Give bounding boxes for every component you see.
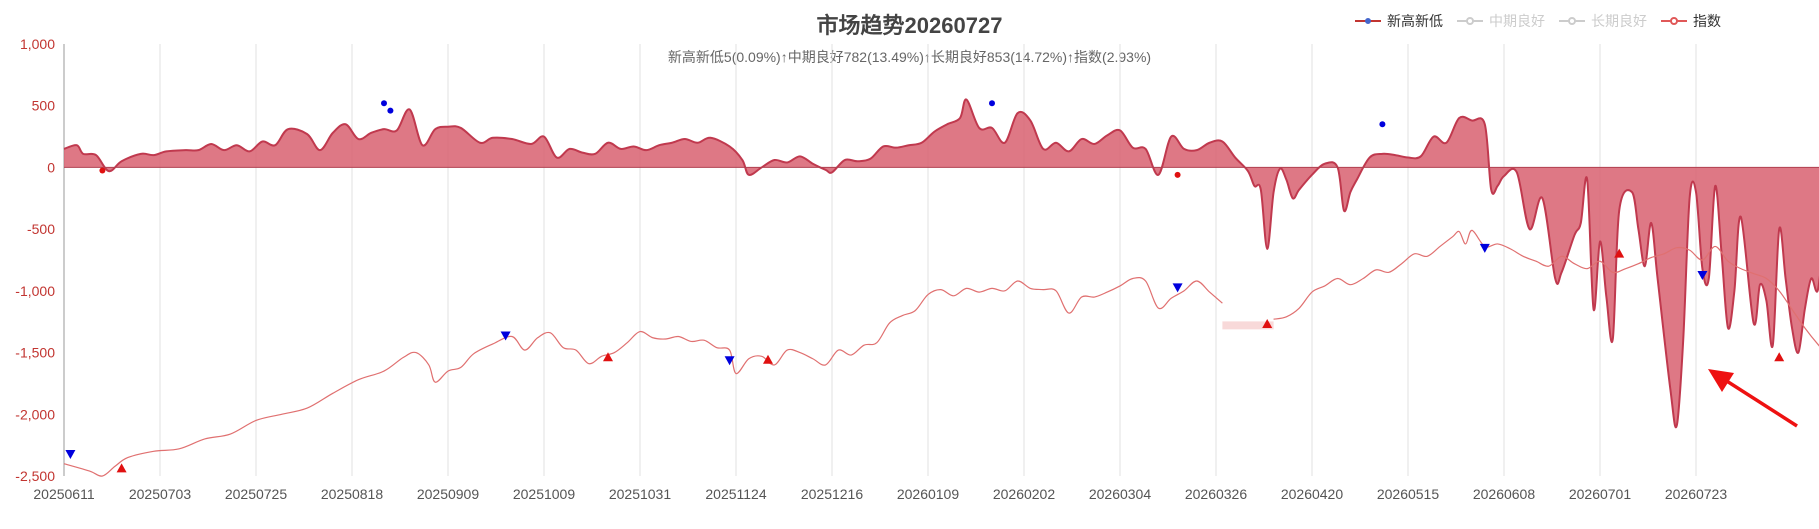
legend-swatch-icon bbox=[1559, 15, 1585, 27]
x-tick-label: 20260420 bbox=[1281, 486, 1344, 502]
legend-swatch-icon bbox=[1661, 15, 1687, 27]
legend-item-index[interactable]: 指数 bbox=[1661, 11, 1721, 31]
y-tick-label: 500 bbox=[32, 98, 56, 114]
x-tick-label: 20250909 bbox=[417, 486, 480, 502]
buy-signal-marker bbox=[1262, 318, 1273, 328]
x-tick-label: 20260202 bbox=[993, 486, 1056, 502]
chart-subtitle: 新高新低5(0.09%)↑中期良好782(13.49%)↑长期良好853(14.… bbox=[667, 49, 1152, 65]
y-tick-label: -2,500 bbox=[15, 468, 55, 484]
x-tick-label: 20260109 bbox=[897, 486, 960, 502]
x-tick-label: 20260701 bbox=[1569, 486, 1632, 502]
buy-signal-marker bbox=[603, 352, 613, 362]
index-line bbox=[63, 276, 1223, 477]
y-tick-label: -2,000 bbox=[15, 406, 55, 422]
legend-swatch-icon bbox=[1457, 15, 1483, 27]
red-dot-marker bbox=[1174, 171, 1181, 178]
y-tick-label: 1,000 bbox=[20, 36, 55, 52]
blue-dot-marker bbox=[381, 100, 387, 107]
legend-label: 新高新低 bbox=[1387, 13, 1443, 29]
x-tick-label: 20260326 bbox=[1185, 486, 1248, 502]
x-tick-label: 20260608 bbox=[1473, 486, 1536, 502]
y-tick-label: 0 bbox=[47, 159, 55, 175]
buy-signal-marker bbox=[116, 463, 127, 473]
y-tick-label: -500 bbox=[27, 221, 55, 237]
x-tick-label: 20251031 bbox=[609, 486, 672, 502]
x-tick-label: 20251124 bbox=[705, 486, 766, 502]
x-tick-label: 20250818 bbox=[321, 486, 384, 502]
index-line bbox=[1273, 229, 1819, 347]
x-tick-label: 20251009 bbox=[513, 486, 576, 502]
sell-signal-marker bbox=[1697, 271, 1708, 281]
x-tick-label: 20250725 bbox=[225, 486, 288, 502]
legend-item-new-high-low[interactable]: 新高新低 bbox=[1355, 11, 1443, 31]
red-dot-marker bbox=[99, 167, 106, 174]
x-tick-label: 20260723 bbox=[1665, 486, 1728, 502]
blue-dot-marker bbox=[1379, 121, 1386, 128]
legend-swatch-icon bbox=[1355, 15, 1381, 27]
legend: 新高新低 中期良好 长期良好 指数 bbox=[1355, 11, 1721, 31]
x-tick-label: 20251216 bbox=[801, 486, 864, 502]
buy-signal-marker bbox=[1614, 248, 1625, 258]
buy-signal-marker bbox=[763, 354, 773, 364]
y-tick-label: -1,500 bbox=[15, 345, 55, 361]
legend-item-mid-term-good[interactable]: 中期良好 bbox=[1457, 11, 1545, 31]
sell-signal-marker bbox=[724, 356, 735, 366]
y-tick-label: -1,000 bbox=[15, 283, 55, 299]
x-tick-label: 20260515 bbox=[1377, 486, 1440, 502]
area-fill-new-high-low bbox=[64, 99, 1819, 428]
x-tick-label: 20250703 bbox=[129, 486, 192, 502]
legend-label: 指数 bbox=[1693, 13, 1721, 29]
annotation-arrow-shaft bbox=[1721, 376, 1798, 428]
sell-signal-marker bbox=[65, 450, 76, 460]
legend-label: 长期良好 bbox=[1591, 13, 1647, 29]
x-tick-label: 20260304 bbox=[1089, 486, 1152, 502]
area-line-new-high-low bbox=[63, 98, 1819, 429]
x-tick-label: 20250611 bbox=[33, 486, 94, 502]
annotation-arrow-head bbox=[1708, 369, 1734, 392]
legend-label: 中期良好 bbox=[1489, 13, 1545, 29]
buy-signal-marker bbox=[1774, 352, 1785, 362]
blue-dot-marker bbox=[989, 100, 995, 107]
legend-item-long-term-good[interactable]: 长期良好 bbox=[1559, 11, 1647, 31]
sell-signal-marker bbox=[1479, 243, 1490, 253]
blue-dot-marker bbox=[387, 107, 394, 114]
chart-title: 市场趋势20260727 bbox=[816, 13, 1003, 38]
sell-signal-marker bbox=[1172, 283, 1183, 293]
sell-signal-marker bbox=[500, 331, 511, 341]
